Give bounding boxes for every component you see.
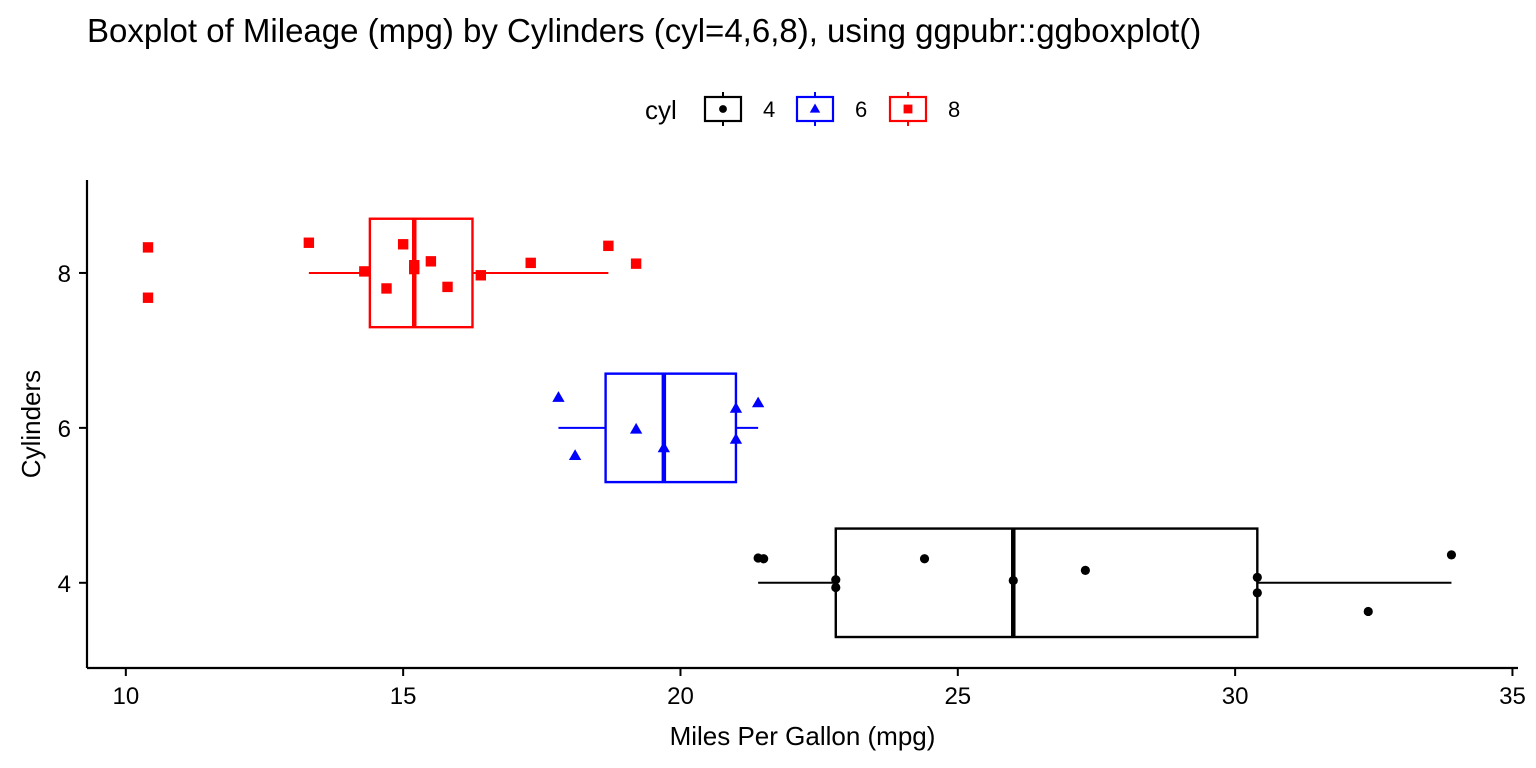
y-tick-label: 4 xyxy=(58,571,71,598)
x-tick-label: 35 xyxy=(1499,683,1526,710)
legend-item-8: 8 xyxy=(888,92,960,126)
data-point xyxy=(919,554,930,564)
legend-label: 6 xyxy=(855,97,867,122)
data-point xyxy=(1446,550,1457,560)
data-point xyxy=(729,402,743,413)
legend-key-box xyxy=(888,95,928,123)
x-tick-label: 25 xyxy=(944,683,971,710)
data-point xyxy=(381,283,392,294)
legend-key-marker xyxy=(903,104,913,114)
data-point xyxy=(1252,572,1262,582)
y-tick-label: 8 xyxy=(58,261,71,288)
legend: cyl 4 6 8 xyxy=(645,92,960,126)
legend-label: 4 xyxy=(763,97,775,122)
x-tick-label: 15 xyxy=(390,683,417,710)
data-point xyxy=(831,575,841,585)
legend-item-4: 4 xyxy=(703,92,775,126)
y-tick-label: 6 xyxy=(58,416,71,443)
plot-area xyxy=(142,217,1457,639)
data-point xyxy=(425,256,437,267)
legend-key-marker xyxy=(809,103,821,113)
data-point xyxy=(657,441,671,453)
data-point xyxy=(442,281,453,293)
data-point xyxy=(142,242,154,253)
axes: 10 15 20 25 30 35 4 6 8 xyxy=(58,180,1526,710)
x-tick-label: 30 xyxy=(1222,683,1249,710)
data-point xyxy=(630,258,642,269)
data-point xyxy=(759,554,769,564)
box-group-cyl-8 xyxy=(142,217,642,329)
data-point xyxy=(729,432,743,444)
data-point xyxy=(475,270,487,281)
y-axis-title: Cylinders xyxy=(16,370,46,478)
data-point xyxy=(751,396,765,408)
data-point xyxy=(552,391,565,402)
data-point xyxy=(629,422,643,434)
data-point xyxy=(525,257,536,269)
x-tick-label: 10 xyxy=(112,683,139,710)
x-tick-label: 20 xyxy=(667,683,694,710)
box xyxy=(368,217,474,329)
data-point xyxy=(142,292,154,303)
data-point xyxy=(1363,606,1373,617)
data-point xyxy=(831,582,841,593)
legend-key-box xyxy=(795,95,835,123)
data-point xyxy=(397,239,409,250)
data-point xyxy=(1080,565,1090,576)
data-point xyxy=(409,263,420,275)
box xyxy=(604,372,738,484)
legend-title: cyl xyxy=(645,95,677,125)
data-point xyxy=(603,240,614,252)
data-point xyxy=(359,266,370,277)
data-point xyxy=(568,449,582,460)
legend-key-marker xyxy=(719,105,727,113)
data-point xyxy=(1252,588,1262,598)
legend-item-6: 6 xyxy=(795,92,867,126)
data-point xyxy=(303,237,315,248)
box-group-cyl-6 xyxy=(552,372,765,484)
box-group-cyl-4 xyxy=(753,527,1457,639)
x-axis-title: Miles Per Gallon (mpg) xyxy=(670,721,936,751)
legend-label: 8 xyxy=(948,97,960,122)
box xyxy=(834,527,1259,639)
data-point xyxy=(1008,575,1018,586)
chart-title: Boxplot of Mileage (mpg) by Cylinders (c… xyxy=(87,12,1202,49)
